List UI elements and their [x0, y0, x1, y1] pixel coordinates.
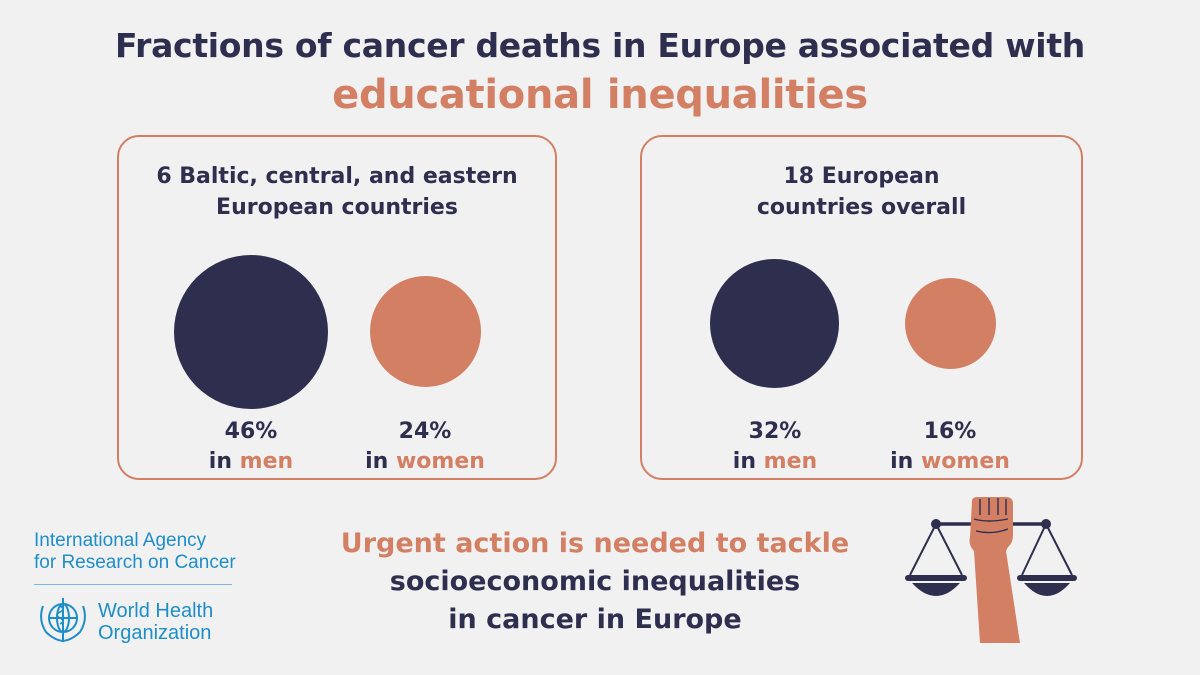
group-label: men [763, 449, 818, 474]
men-percentage: 32% [748, 419, 802, 444]
panel-title: 18 European countries overall [756, 164, 967, 220]
page-subtitle: educational inequalities [332, 72, 868, 118]
logo-divider [34, 584, 232, 585]
men-percentage: 46% [224, 419, 278, 444]
women-circle [370, 276, 481, 387]
women-circle [905, 278, 996, 369]
men-stat: 46% in men [176, 417, 326, 477]
iarc-logo: International Agency for Research on Can… [34, 530, 236, 573]
group-label: men [239, 449, 294, 474]
men-stat: 32% in men [700, 417, 850, 477]
call-to-action: Urgent action is needed to tackle socioe… [340, 528, 850, 635]
group-label: women [920, 449, 1010, 474]
who-emblem-icon [40, 598, 86, 643]
who-logo-text: World Health Organization [98, 600, 214, 644]
men-circle [174, 255, 328, 409]
panel-18-european-countries: 18 European countries overall 32% in men… [640, 135, 1083, 480]
page-title: Fractions of cancer deaths in Europe ass… [114, 26, 1085, 65]
panel-baltic-central-eastern: 6 Baltic, central, and eastern European … [117, 135, 557, 480]
scales-of-justice-icon [905, 497, 1077, 643]
group-label: women [395, 449, 485, 474]
men-circle [710, 259, 839, 388]
women-percentage: 24% [398, 419, 452, 444]
panel-title: 6 Baltic, central, and eastern European … [156, 164, 518, 220]
women-stat: 16% in women [875, 417, 1025, 477]
women-percentage: 16% [923, 419, 977, 444]
women-stat: 24% in women [350, 417, 500, 477]
raised-fist-icon [969, 497, 1020, 643]
